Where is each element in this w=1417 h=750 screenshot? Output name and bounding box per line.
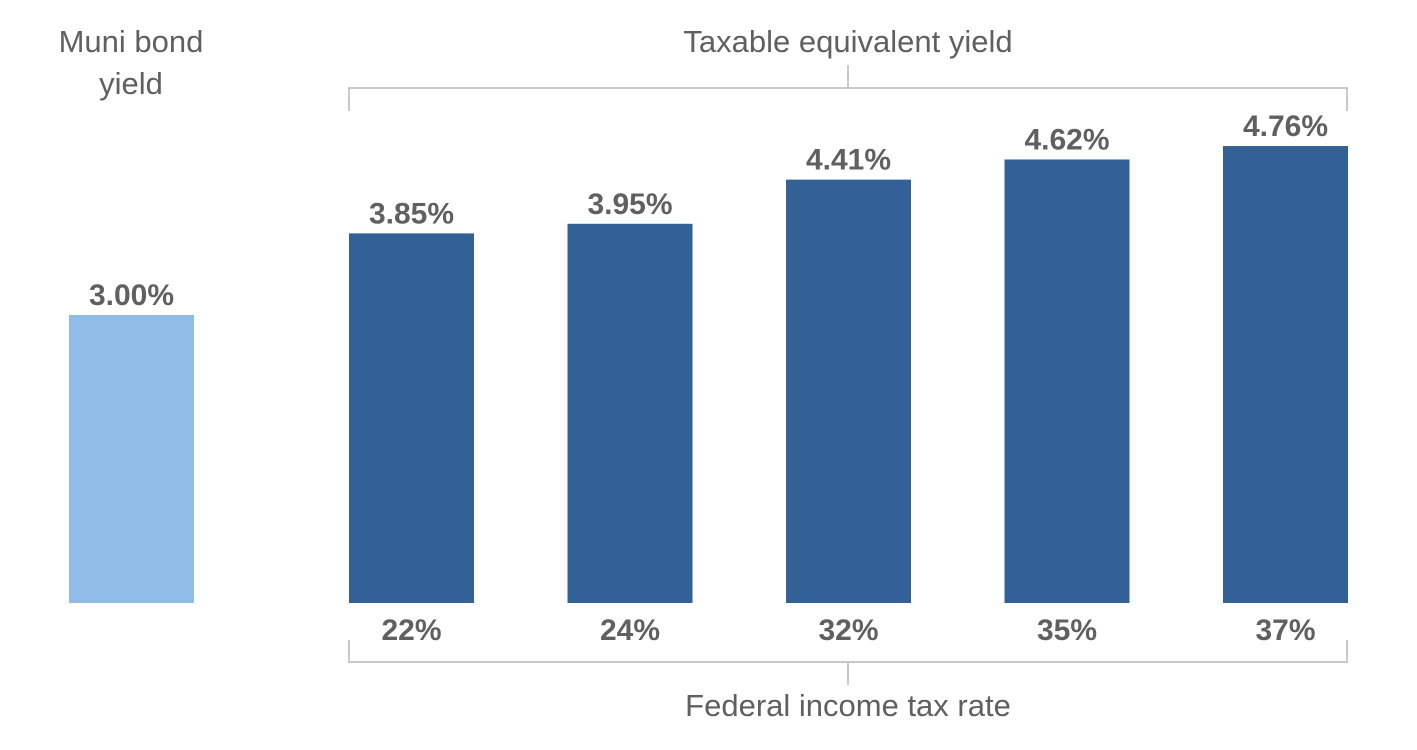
- tax-rate-24-value-label: 3.95%: [587, 188, 672, 221]
- tax-rate-35-value-label: 4.62%: [1024, 123, 1109, 156]
- category-tick-label: 24%: [600, 614, 660, 647]
- tax-rate-37-value-label: 4.76%: [1243, 110, 1328, 143]
- category-tick-label: 32%: [818, 614, 878, 647]
- category-tick-label: 35%: [1037, 614, 1097, 647]
- tax-rate-24-bar: [567, 223, 693, 604]
- x-axis-label: Federal income tax rate: [685, 688, 1011, 723]
- muni-bar: [69, 315, 194, 603]
- top-bracket: [348, 65, 1348, 111]
- muni-label-line2: yield: [99, 66, 163, 101]
- muni-label-line1: Muni bond: [59, 24, 204, 59]
- group-brackets: [348, 65, 1348, 685]
- category-tick-label: 22%: [381, 614, 441, 647]
- tax-rate-32-bar: [786, 179, 911, 603]
- tax-rate-22-value-label: 3.85%: [369, 197, 454, 230]
- tax-rate-32-value-label: 4.41%: [806, 144, 891, 177]
- category-tick-label: 37%: [1255, 614, 1315, 647]
- tax-rate-22-bar: [349, 233, 474, 603]
- tax-rate-37-bar: [1223, 146, 1348, 604]
- top-group-label: Taxable equivalent yield: [683, 24, 1012, 59]
- bottom-bracket: [348, 640, 1348, 685]
- tax-rate-35-bar: [1004, 159, 1130, 604]
- muni-value-label: 3.00%: [89, 279, 174, 312]
